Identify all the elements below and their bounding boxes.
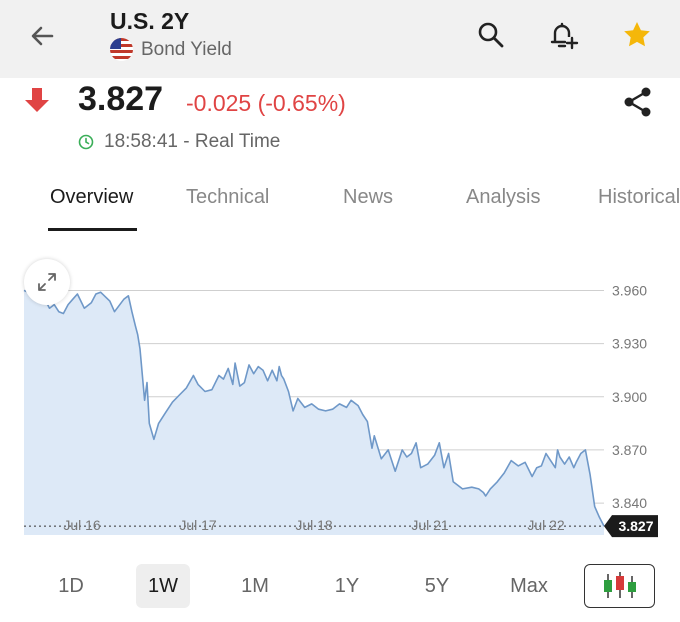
range-selector: 1D 1W 1M 1Y 5Y Max — [0, 562, 680, 612]
instrument-type: Bond Yield — [141, 38, 232, 60]
expand-icon[interactable] — [24, 259, 70, 305]
x-tick-label: Jul 18 — [295, 517, 333, 533]
x-tick-label: Jul 17 — [179, 517, 217, 533]
range-5y[interactable]: 5Y — [424, 574, 450, 597]
tab-historical[interactable]: Historical — [598, 186, 680, 208]
tab-news[interactable]: News — [343, 186, 394, 208]
quote-time: 18:58:41 - Real Time — [104, 131, 281, 152]
tab-technical[interactable]: Technical — [186, 186, 270, 208]
y-tick-label: 3.900 — [612, 389, 647, 405]
instrument-subtitle: Bond Yield — [110, 38, 232, 61]
back-arrow-icon[interactable] — [26, 20, 58, 52]
chart-area-fill — [24, 285, 604, 535]
chart-series-line — [23, 284, 605, 527]
range-max[interactable]: Max — [510, 574, 548, 597]
y-tick-label: 3.840 — [612, 495, 647, 511]
star-icon[interactable] — [620, 18, 654, 52]
x-tick-label: Jul 21 — [411, 517, 449, 533]
range-1w[interactable]: 1W — [136, 564, 190, 608]
last-price: 3.827 — [78, 80, 164, 118]
range-1d[interactable]: 1D — [58, 574, 84, 597]
tab-analysis[interactable]: Analysis — [466, 186, 541, 208]
price-change: -0.025 (-0.65%) — [186, 90, 346, 116]
x-tick-label: Jul 16 — [63, 517, 101, 533]
y-tick-label: 3.930 — [612, 336, 647, 352]
active-tab-indicator — [48, 228, 137, 231]
candlestick-chart-button[interactable] — [584, 564, 655, 608]
search-icon[interactable] — [474, 18, 508, 52]
clock-icon — [78, 134, 94, 150]
price-chart[interactable]: 3.960 3.930 3.900 3.870 3.840 Jul 16 Jul 17 Ju… — [0, 255, 680, 545]
section-tabs: Overview Technical News Analysis Histori… — [0, 178, 680, 234]
range-1m[interactable]: 1M — [241, 574, 269, 597]
share-icon[interactable] — [620, 84, 656, 120]
down-arrow-icon — [24, 86, 50, 114]
last-price-tag: 3.827 — [604, 515, 658, 538]
x-tick-label: Jul 22 — [527, 517, 565, 533]
instrument-title: U.S. 2Y — [110, 8, 190, 34]
y-tick-label: 3.870 — [612, 442, 647, 458]
top-app-bar: U.S. 2Y Bond Yield — [0, 0, 680, 78]
quote-time-row: 18:58:41 - Real Time — [78, 131, 280, 153]
us-flag-icon — [110, 38, 133, 61]
y-tick-label: 3.960 — [612, 282, 647, 298]
range-1y[interactable]: 1Y — [334, 574, 360, 597]
bell-add-icon[interactable] — [546, 18, 580, 52]
tab-overview[interactable]: Overview — [50, 186, 134, 208]
candlestick-chart-icon — [603, 572, 636, 598]
last-price-label: 3.827 — [618, 518, 653, 534]
